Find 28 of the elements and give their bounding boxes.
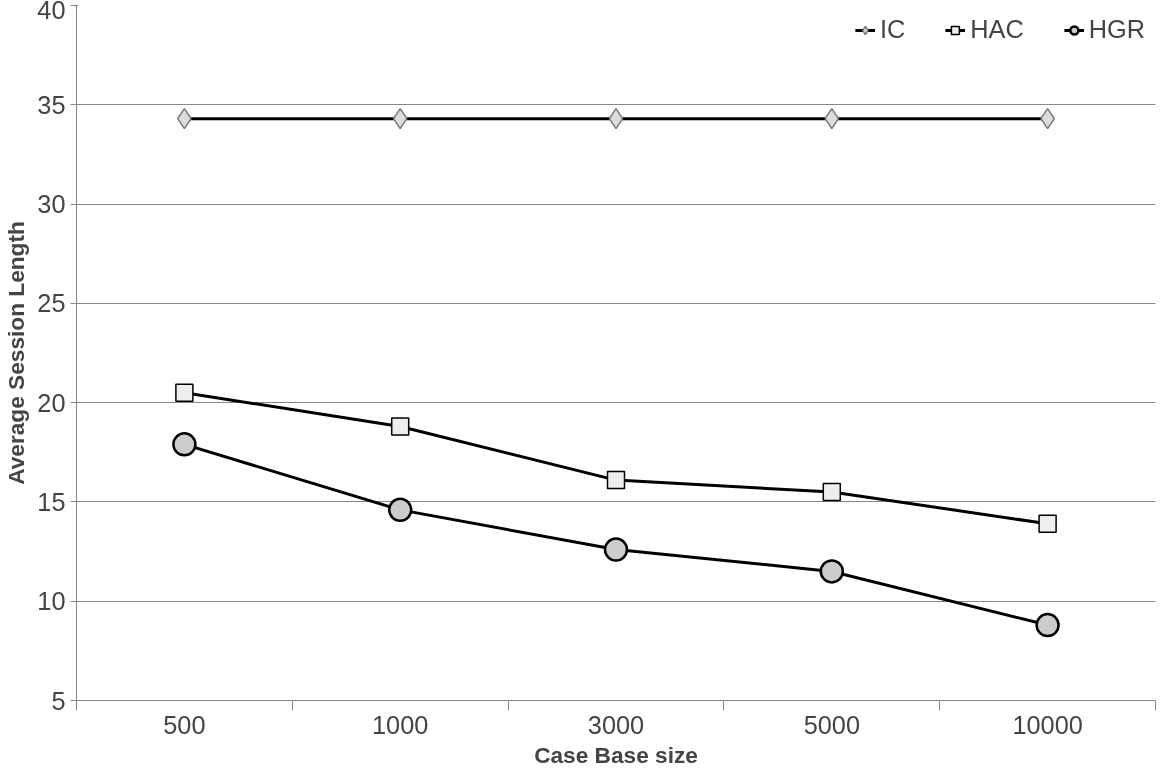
point — [390, 417, 410, 436]
point — [172, 432, 197, 457]
point — [822, 482, 842, 502]
point — [175, 383, 194, 402]
y-tick-label: 30 — [37, 190, 66, 219]
y-tick-label: 40 — [37, 0, 66, 24]
point — [603, 537, 629, 562]
legend-label: HGR — [1088, 15, 1145, 44]
y-tick-label: 15 — [37, 487, 66, 516]
y-tick-label: 25 — [37, 289, 66, 318]
point — [606, 470, 626, 490]
point — [387, 497, 413, 523]
x-tick-label: 1000 — [372, 710, 429, 739]
point — [1035, 612, 1060, 638]
x-tick-label: 10000 — [1012, 710, 1083, 739]
point — [819, 559, 845, 584]
y-tick-label: 10 — [37, 587, 66, 616]
x-axis-title: Case Base size — [534, 741, 698, 768]
y-axis-title: Average Session Length — [3, 221, 30, 485]
point — [1038, 514, 1057, 534]
y-tick-label: 20 — [37, 388, 66, 417]
x-tick-label: 3000 — [587, 710, 645, 739]
x-tick-label: 5000 — [803, 710, 860, 739]
y-tick-label: 5 — [51, 686, 66, 715]
legend-label: HAC — [970, 15, 1024, 44]
y-tick-label: 35 — [37, 90, 66, 119]
legend-label: IC — [879, 15, 906, 44]
x-tick-label: 500 — [163, 710, 206, 739]
